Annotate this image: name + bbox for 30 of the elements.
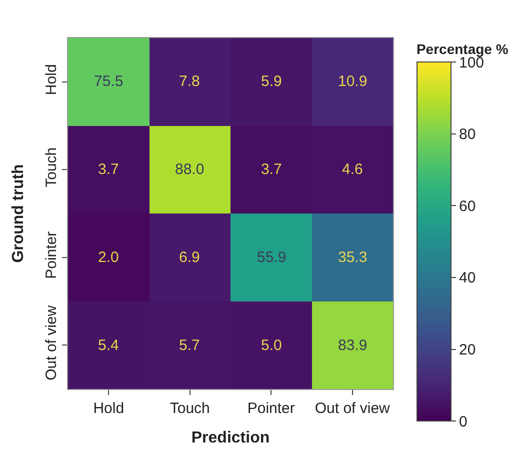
data-label: 2.0 [98, 249, 119, 266]
y-tick-label: Hold [43, 64, 60, 96]
x-axis-title: Prediction [191, 430, 270, 447]
data-label: 88.0 [175, 161, 204, 178]
data-label: 83.9 [338, 337, 368, 354]
data-label: 7.8 [179, 73, 200, 90]
data-label: 5.0 [261, 337, 282, 354]
data-label: 4.6 [342, 161, 363, 178]
data-label: 3.7 [98, 161, 119, 178]
color-bar-label: 20 [459, 342, 476, 358]
data-label: 75.5 [94, 73, 124, 90]
x-tick-label: Out of view [314, 400, 390, 417]
data-label: 5.7 [179, 337, 200, 354]
data-label: 5.9 [261, 73, 282, 90]
color-bar-label: 80 [459, 126, 476, 144]
x-tick-label: Touch [170, 400, 210, 417]
color-bar-label: 60 [459, 198, 476, 215]
y-tick-label: Touch [43, 147, 60, 188]
x-tick-label: Hold [93, 400, 124, 417]
data-label: 35.3 [338, 249, 368, 266]
color-bar-label: 40 [459, 270, 476, 287]
y-axis-title: Ground truth [10, 164, 27, 263]
y-tick-label: Pointer [43, 231, 60, 279]
data-label: 3.7 [261, 161, 282, 178]
x-tick-label: Pointer [247, 400, 295, 417]
color-bar-label: 0 [459, 413, 468, 430]
data-label: 55.9 [257, 249, 286, 266]
data-label: 10.9 [338, 73, 368, 90]
data-label: 5.4 [98, 337, 119, 354]
data-label: 6.9 [179, 249, 200, 266]
